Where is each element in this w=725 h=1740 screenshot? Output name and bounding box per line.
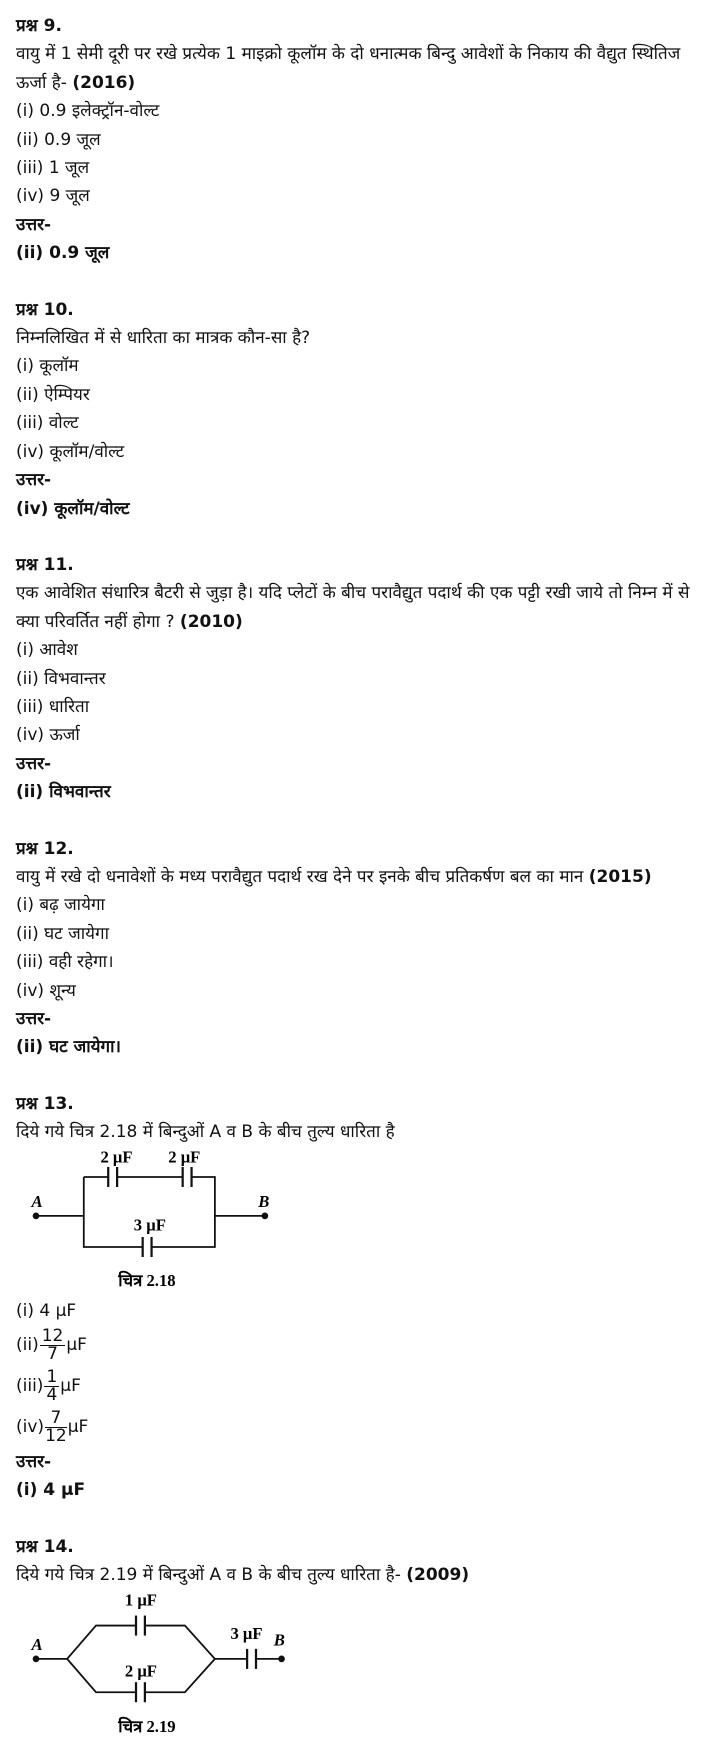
question-year: (2009) [406,1565,470,1586]
option: (i) आवेश [16,640,78,661]
option: (ii) घट जायेगा [16,923,109,944]
figure-label: A [31,1192,43,1211]
option: (i) बढ़ जायेगा [16,895,105,916]
wire [66,1624,136,1660]
question-title: प्रश्न 12. [16,838,74,859]
fraction: 7 12 [45,1409,67,1446]
option: (i) 4 μF [16,1300,77,1321]
question-text: वायु में 1 सेमी दूरी पर रखे प्रत्येक 1 म… [16,40,709,97]
wire [32,1212,40,1219]
numerator: 1 [44,1366,60,1387]
denominator: 12 [45,1425,67,1446]
question-text: वायु में रखे दो धनावेशों के मध्य परावैद्… [16,863,709,891]
option: (iii) 1 जूल [16,158,90,179]
answer-label: उत्तर- [16,470,52,491]
answer: (ii) घट जायेगा। [16,1037,121,1058]
question-title: प्रश्न 14. [16,1536,74,1557]
option: (iii) वही रहेगा। [16,952,114,973]
wire [151,1175,216,1248]
denominator: 4 [46,1384,58,1405]
question-text: दिये गये चित्र 2.19 में बिन्दुओं A व B क… [16,1561,709,1589]
option: (iv) 7 12 μF [16,1407,709,1448]
option: (iv) 9 जूल [16,186,90,207]
figure-label: B [257,1192,269,1211]
option: (iii) वोल्ट [16,413,79,434]
figure-label: 2 μF [168,1147,200,1166]
circuit-figure: 2 μF 2 μF 3 μF A B चित्र 2.18 [31,1147,270,1290]
figure-label: A [31,1635,43,1654]
figure-label: 2 μF [100,1147,132,1166]
option: (ii) 12 7 μF [16,1325,709,1366]
wire [66,1657,136,1693]
question-body: वायु में रखे दो धनावेशों के मध्य परावैद्… [16,866,584,887]
question: प्रश्न 10. निम्नलिखित में से धारिता का मा… [16,296,709,523]
question-year: (2010) [179,611,243,632]
figure-label: 1 μF [125,1590,157,1609]
wire [82,1176,143,1248]
answer: (ii) विभवान्तर [16,782,111,803]
fraction: 12 7 [39,1325,66,1364]
option-unit: μF [67,1417,89,1438]
figure-label: चित्र 2.18 [117,1270,175,1290]
answer-label: उत्तर- [16,1452,52,1473]
question-title: प्रश्न 9. [16,16,62,36]
answer: (iv) कूलॉम/वोल्ट [16,498,130,519]
option: (ii) 0.9 जूल [16,129,101,150]
question-body: एक आवेशित संधारित्र बैटरी से जुड़ा है। य… [16,583,690,632]
answer-label: उत्तर- [16,214,52,235]
option: (iii) 1 4 μF [16,1366,709,1407]
question: प्रश्न 12. वायु में रखे दो धनावेशों के मध… [16,835,709,1062]
figure-label: B [273,1630,285,1649]
answer-label: उत्तर- [16,1009,52,1029]
answer-label: उत्तर- [16,753,52,774]
numerator: 7 [45,1409,67,1428]
question-year: (2015) [588,866,652,887]
question-body: दिये गये चित्र 2.19 में बिन्दुओं A व B क… [16,1565,401,1586]
circuit-figure: 1 μF 2 μF 3 μF A B चित्र 2.19 [31,1590,285,1736]
wire [278,1655,285,1662]
question-title: प्रश्न 13. [16,1093,74,1114]
wire [261,1212,269,1219]
wire [144,1624,216,1660]
option-unit: μF [60,1376,81,1397]
wire [32,1655,40,1662]
option: (iv) ऊर्जा [16,725,80,746]
option: (iii) धारिता [16,696,90,717]
denominator: 7 [47,1343,58,1364]
question-title: प्रश्न 10. [16,299,74,320]
question: प्रश्न 14. दिये गये चित्र 2.19 में बिन्दु… [16,1533,709,1740]
figure-label: 3 μF [230,1624,262,1643]
option-unit: μF [66,1335,87,1356]
question: प्रश्न 13. दिये गये चित्र 2.18 में बिन्दु… [16,1090,709,1505]
question-title: प्रश्न 11. [16,554,74,575]
option: (i) कूलॉम [16,356,79,377]
wire [144,1657,216,1693]
option: (iv) शून्य [16,980,76,1001]
question-body: दिये गये चित्र 2.18 में बिन्दुओं A व B क… [16,1122,395,1143]
answer: (i) 4 μF [16,1480,86,1501]
option-label: (ii) [16,1335,39,1356]
option: (i) 0.9 इलेक्ट्रॉन-वोल्ट [16,101,160,122]
option: (ii) ऐम्पियर [16,384,90,405]
question-text: एक आवेशित संधारित्र बैटरी से जुड़ा है। य… [16,579,709,636]
question-text: दिये गये चित्र 2.18 में बिन्दुओं A व B क… [16,1118,709,1146]
option-label: (iv) [16,1417,45,1438]
question-body: निम्नलिखित में से धारिता का मात्रक कौन-स… [16,328,311,349]
figure-label: 2 μF [125,1661,157,1680]
figure-label: चित्र 2.19 [117,1716,175,1736]
question: प्रश्न 9. वायु में 1 सेमी दूरी पर रखे प्र… [16,12,709,268]
question: प्रश्न 11. एक आवेशित संधारित्र बैटरी से ज… [16,551,709,807]
option-label: (iii) [16,1376,44,1397]
numerator: 12 [39,1325,66,1346]
option: (ii) विभवान्तर [16,668,106,689]
option: (iv) कूलॉम/वोल्ट [16,441,125,462]
question-year: (2016) [72,72,136,93]
question-body: वायु में 1 सेमी दूरी पर रखे प्रत्येक 1 म… [16,44,681,93]
figure-label: 3 μF [134,1215,166,1234]
answer: (ii) 0.9 जूल [16,243,110,264]
question-text: निम्नलिखित में से धारिता का मात्रक कौन-स… [16,324,709,352]
